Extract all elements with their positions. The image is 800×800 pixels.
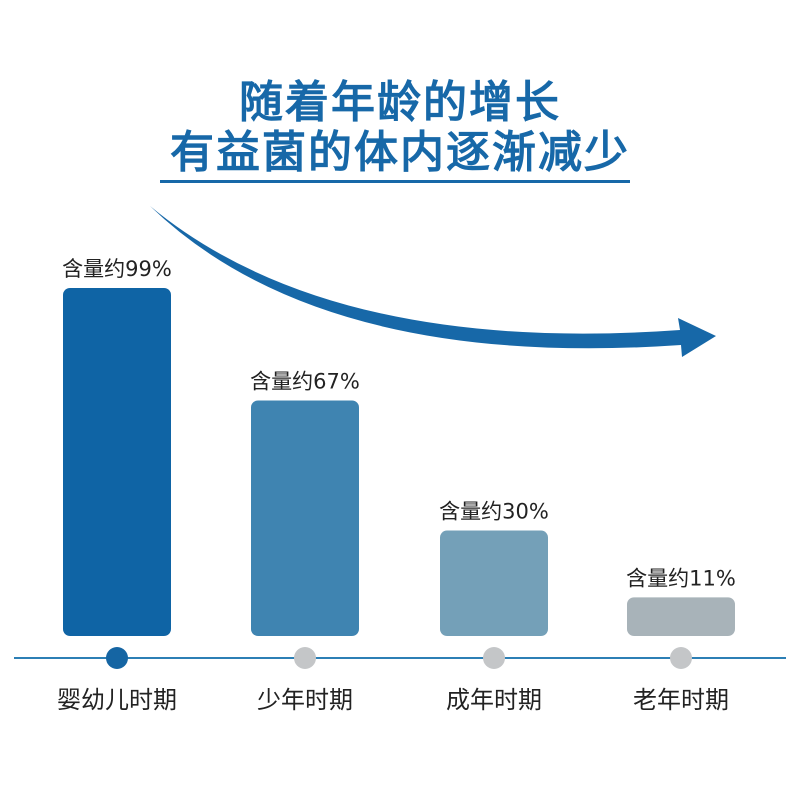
category-label-2: 少年时期 xyxy=(257,686,353,714)
bar-3 xyxy=(440,530,548,636)
axis-dot-2 xyxy=(294,647,316,669)
bar-4 xyxy=(627,597,735,636)
category-label-4: 老年时期 xyxy=(633,686,729,714)
data-label-4: 含量约11% xyxy=(626,566,736,590)
labels-group: 含量约99% 婴幼儿时期 含量约67% 少年时期 含量约30% 成年时期 含量约11% 老年时… xyxy=(57,257,736,714)
axis-dot-4 xyxy=(670,647,692,669)
chart-title-line2: 有益菌的体内逐渐减少 xyxy=(170,127,630,178)
data-label-1: 含量约99% xyxy=(62,257,172,281)
trend-arrow xyxy=(150,206,716,357)
category-label-1: 婴幼儿时期 xyxy=(57,686,177,714)
axis-dot-1 xyxy=(106,647,128,669)
axis-group xyxy=(14,647,786,669)
category-label-3: 成年时期 xyxy=(446,686,542,714)
trend-arrow-group xyxy=(150,206,716,357)
axis-dot-3 xyxy=(483,647,505,669)
title-underline xyxy=(160,180,630,183)
bars-group xyxy=(63,288,735,636)
bar-2 xyxy=(251,400,359,636)
bar-1 xyxy=(63,288,171,636)
data-label-2: 含量约67% xyxy=(250,369,360,393)
chart-title-line1: 随着年龄的增长 xyxy=(239,77,561,128)
data-label-3: 含量约30% xyxy=(439,500,549,524)
